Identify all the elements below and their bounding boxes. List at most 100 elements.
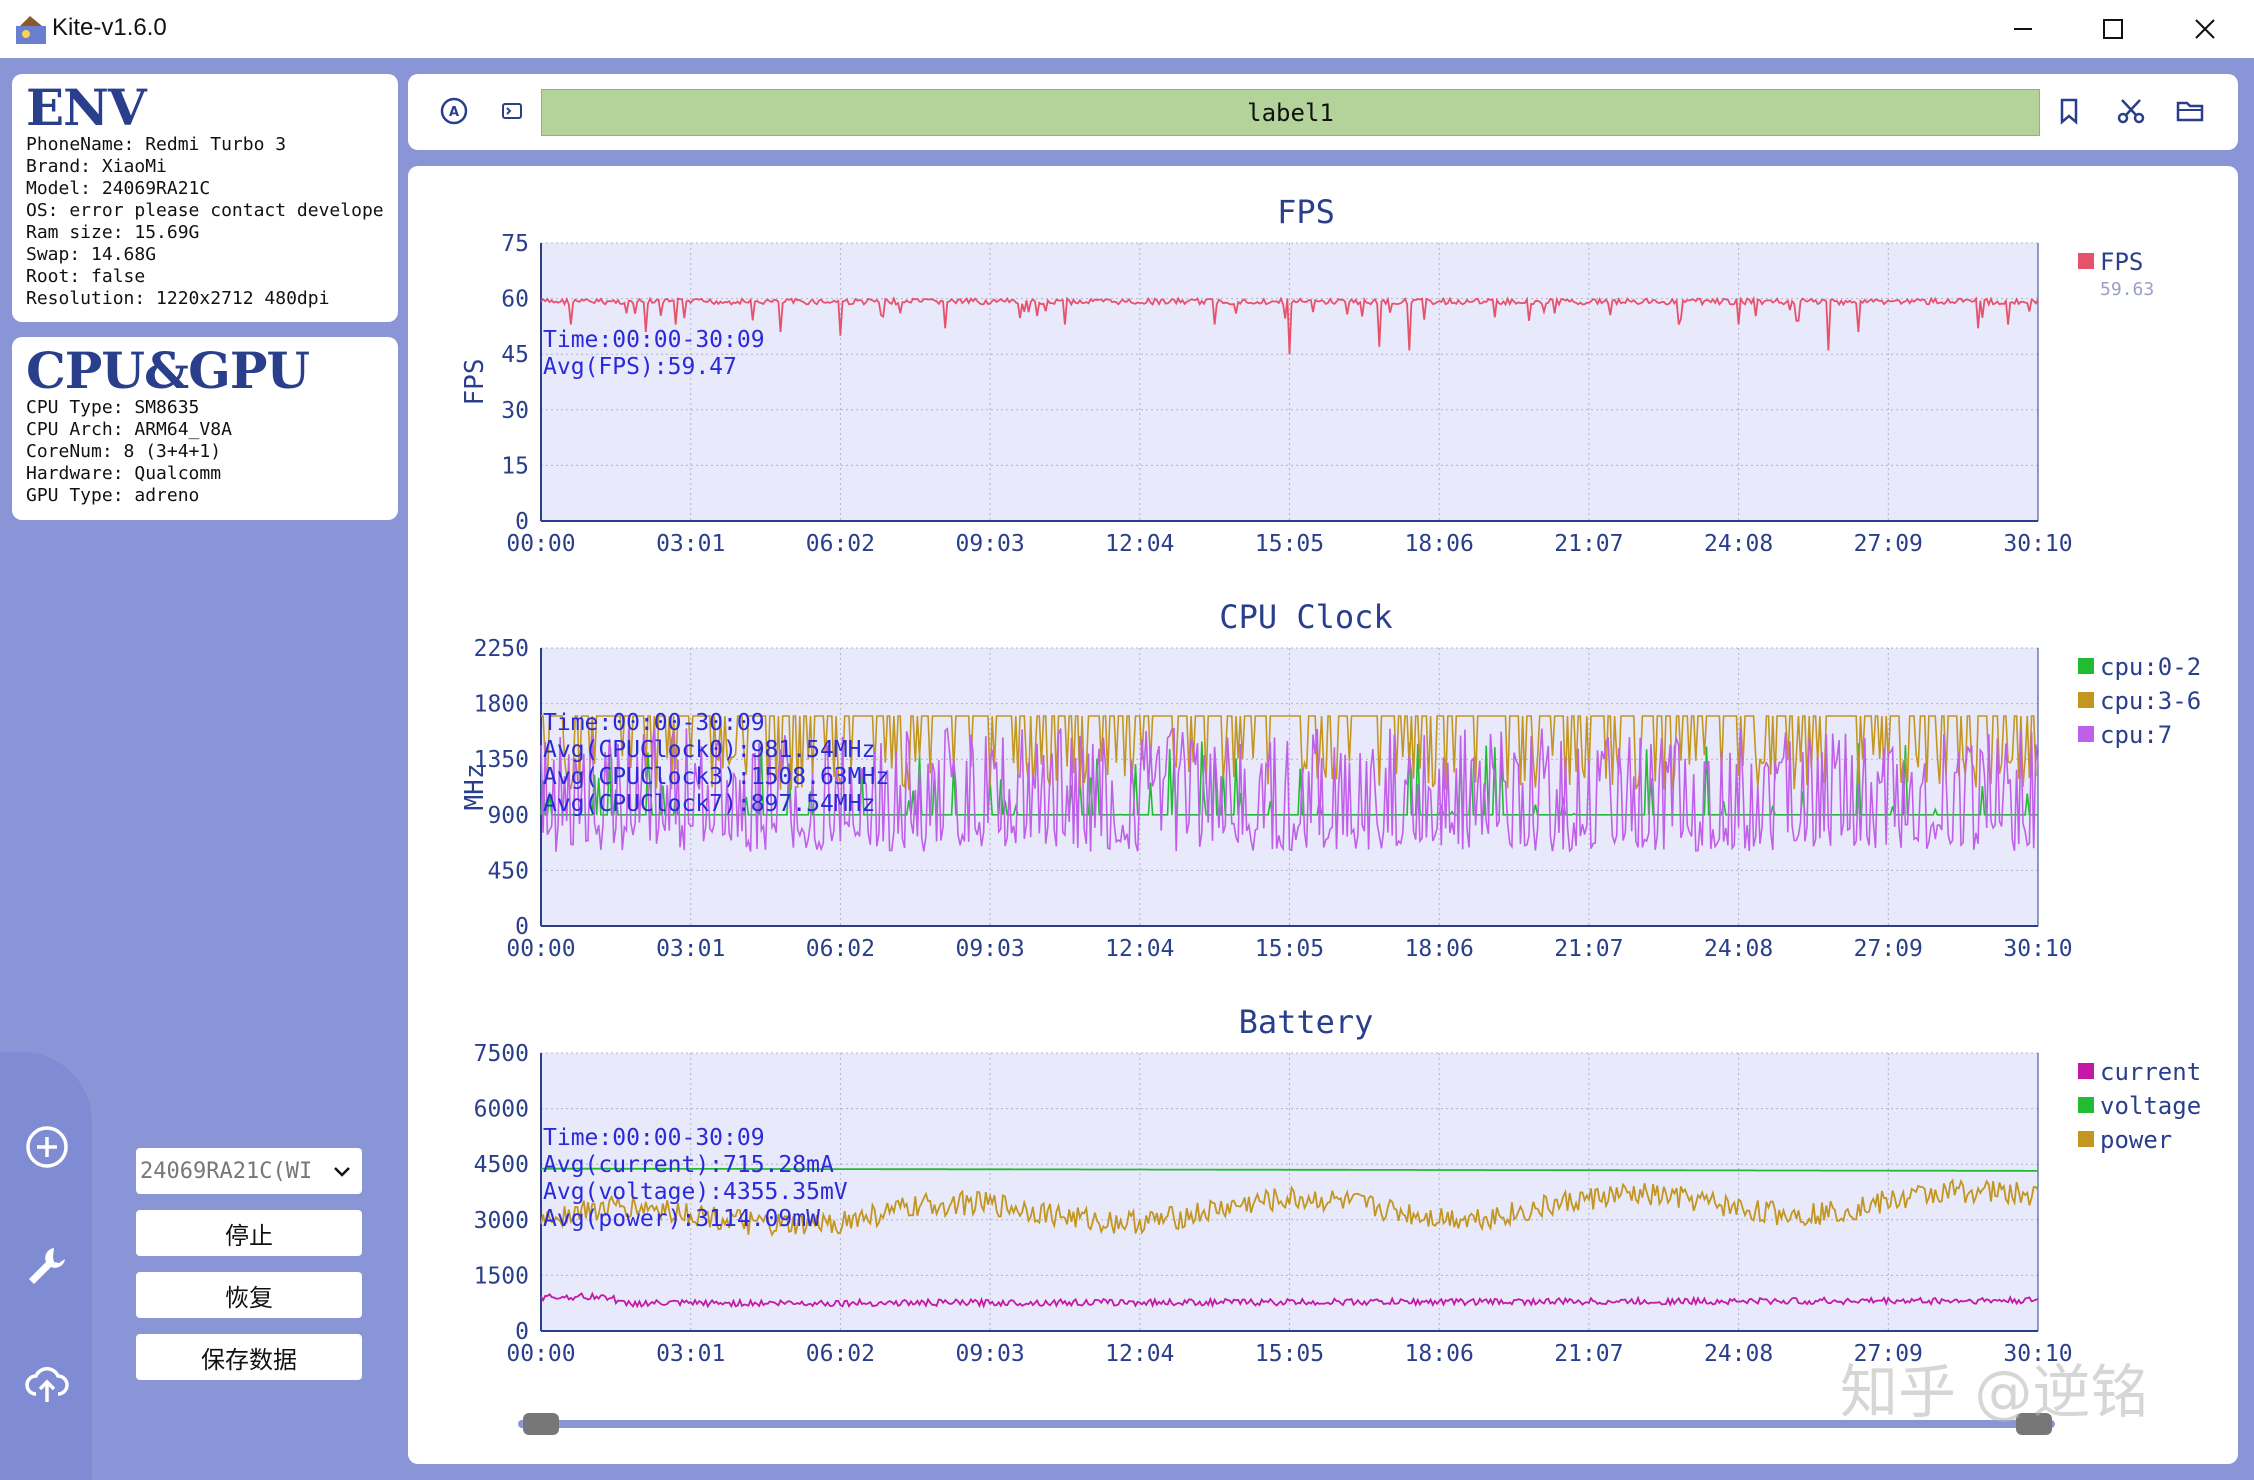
- env-title: ENV: [26, 78, 147, 137]
- terminal-icon[interactable]: [495, 94, 529, 128]
- series-line-cpu-7: [540, 727, 2039, 853]
- chart-annotation: Time:00:00-30:09: [543, 1125, 765, 1151]
- bookmark-icon[interactable]: [2052, 94, 2086, 128]
- x-tick-label: 27:09: [1854, 936, 1923, 962]
- save-data-button[interactable]: 保存数据: [136, 1334, 362, 1380]
- y-tick-label: 1500: [474, 1263, 529, 1289]
- close-button[interactable]: [2160, 0, 2250, 58]
- y-tick-label: 1800: [474, 692, 529, 718]
- x-tick-label: 27:09: [1854, 1341, 1923, 1367]
- label-text: label1: [1247, 98, 1334, 127]
- chevron-down-icon: [334, 1167, 350, 1177]
- x-tick-label: 24:08: [1704, 531, 1773, 557]
- resume-button[interactable]: 恢复: [136, 1272, 362, 1318]
- x-tick-label: 09:03: [955, 1341, 1024, 1367]
- time-range-track: [518, 1420, 2055, 1428]
- y-tick-label: 30: [501, 398, 529, 424]
- y-tick-label: 45: [501, 342, 529, 368]
- label-input[interactable]: label1: [541, 89, 2040, 136]
- cpu-gpu-info-line: CPU Type: SM8635: [26, 397, 200, 418]
- stop-button[interactable]: 停止: [136, 1210, 362, 1256]
- chart-annotation: Avg(CPUClock0):981.54MHz: [543, 737, 875, 763]
- y-tick-label: 75: [501, 231, 529, 257]
- legend-swatch: [2078, 692, 2094, 708]
- app-logo-icon: [16, 16, 46, 44]
- series-line-power: [540, 1178, 2039, 1238]
- chart-annotation: Avg(CPUClock3):1508.63MHz: [543, 764, 889, 790]
- auto-icon[interactable]: A: [437, 94, 471, 128]
- x-tick-label: 24:08: [1704, 1341, 1773, 1367]
- maximize-icon: [2103, 19, 2123, 39]
- x-tick-label: 06:02: [806, 936, 875, 962]
- device-select[interactable]: 24069RA21C(WI: [136, 1148, 362, 1194]
- x-tick-label: 00:00: [506, 936, 575, 962]
- window-title: Kite-v1.6.0: [52, 14, 167, 41]
- y-tick-label: 2250: [474, 636, 529, 662]
- y-tick-label: 15: [501, 453, 529, 479]
- x-tick-label: 15:05: [1255, 936, 1324, 962]
- legend-swatch: [2078, 726, 2094, 742]
- y-tick-label: 0: [515, 914, 529, 940]
- x-tick-label: 15:05: [1255, 531, 1324, 557]
- y-tick-label: 1350: [474, 747, 529, 773]
- env-info-line: Brand: XiaoMi: [26, 156, 167, 177]
- x-tick-label: 21:07: [1554, 1341, 1623, 1367]
- x-tick-label: 03:01: [656, 936, 725, 962]
- cpu-gpu-title: CPU&GPU: [26, 341, 310, 400]
- env-info-line: Root: false: [26, 266, 146, 287]
- y-tick-label: 7500: [474, 1041, 529, 1067]
- add-device-icon[interactable]: [24, 1124, 70, 1170]
- legend-label: cpu:3-6: [2100, 687, 2201, 715]
- x-tick-label: 12:04: [1105, 1341, 1174, 1367]
- x-tick-label: 30:10: [2003, 936, 2072, 962]
- cloud-upload-icon[interactable]: [24, 1360, 70, 1406]
- legend-swatch: [2078, 253, 2094, 269]
- y-tick-label: 900: [487, 803, 529, 829]
- x-tick-label: 00:00: [506, 531, 575, 557]
- x-tick-label: 21:07: [1554, 936, 1623, 962]
- y-tick-label: 60: [501, 287, 529, 313]
- y-axis-label: FPS: [460, 359, 490, 406]
- x-tick-label: 12:04: [1105, 531, 1174, 557]
- series-line-FPS: [540, 295, 2039, 355]
- y-tick-label: 4500: [474, 1152, 529, 1178]
- cpu-gpu-info-line: GPU Type: adreno: [26, 485, 200, 506]
- x-tick-label: 06:02: [806, 1341, 875, 1367]
- y-tick-label: 0: [515, 1319, 529, 1345]
- wrench-icon[interactable]: [24, 1242, 70, 1288]
- watermark: 知乎 @逆铭: [1840, 1358, 2149, 1426]
- minimize-button[interactable]: [1978, 0, 2068, 58]
- x-tick-label: 00:00: [506, 1341, 575, 1367]
- y-tick-label: 6000: [474, 1097, 529, 1123]
- env-info-line: OS: error please contact develope: [26, 200, 384, 221]
- series-line-cpu-3-6: [541, 715, 2039, 790]
- legend-label: voltage: [2100, 1092, 2201, 1120]
- y-tick-label: 0: [515, 509, 529, 535]
- series-line-voltage: [540, 1167, 2038, 1172]
- x-tick-label: 30:10: [2003, 531, 2072, 557]
- range-end-handle: [2016, 1413, 2052, 1435]
- y-axis-label: MHz: [460, 764, 490, 811]
- x-tick-label: 27:09: [1854, 531, 1923, 557]
- cpu-gpu-info-list: CPU Type: SM8635 CPU Arch: ARM64_V8A CoreN…: [12, 397, 398, 507]
- folder-open-icon[interactable]: [2174, 94, 2208, 128]
- chart-annotation: Avg(power):3114.09mW: [543, 1206, 820, 1232]
- y-tick-label: 3000: [474, 1208, 529, 1234]
- legend-label: cpu:0-2: [2100, 653, 2201, 681]
- maximize-button[interactable]: [2068, 0, 2158, 58]
- y-tick-label: 450: [487, 858, 529, 884]
- legend-swatch: [2078, 1097, 2094, 1113]
- chart-annotation: Avg(FPS):59.47: [543, 354, 737, 380]
- x-tick-label: 18:06: [1405, 936, 1474, 962]
- legend-swatch: [2078, 1063, 2094, 1079]
- chart-annotation: Avg(current):715.28mA: [543, 1152, 834, 1178]
- minimize-icon: [2014, 28, 2032, 30]
- scissors-icon[interactable]: [2114, 94, 2148, 128]
- chart-title: FPS: [1277, 193, 1335, 231]
- x-tick-label: 03:01: [656, 531, 725, 557]
- env-info-line: Model: 24069RA21C: [26, 178, 211, 199]
- legend-label: power: [2100, 1126, 2172, 1154]
- device-select-value: 24069RA21C(WI: [140, 1158, 313, 1184]
- legend-swatch: [2078, 1131, 2094, 1147]
